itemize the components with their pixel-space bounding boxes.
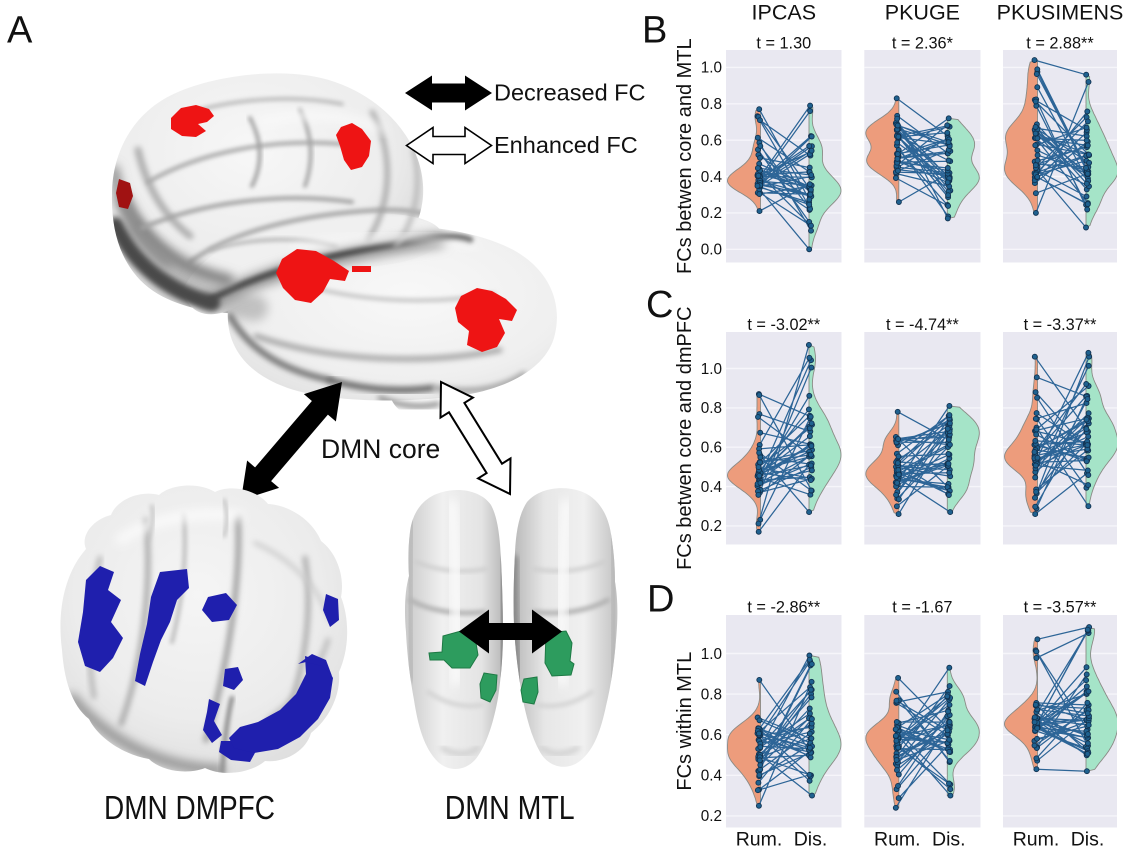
svg-text:t = 2.36*: t = 2.36* [892, 35, 954, 53]
svg-text:t = -3.57**: t = -3.57** [1024, 599, 1098, 617]
svg-text:Rum.: Rum. [736, 829, 783, 851]
svg-text:t = -3.02**: t = -3.02** [747, 316, 821, 334]
svg-text:C: C [646, 284, 673, 326]
svg-text:1.0: 1.0 [701, 361, 722, 378]
svg-text:PKUSIMENS: PKUSIMENS [997, 1, 1124, 25]
svg-text:D: D [647, 579, 674, 621]
svg-text:FCs within MTL: FCs within MTL [674, 652, 696, 791]
svg-text:0.6: 0.6 [701, 133, 722, 150]
svg-text:A: A [7, 10, 33, 52]
svg-text:0.6: 0.6 [701, 727, 722, 744]
svg-text:0.0: 0.0 [701, 242, 722, 259]
svg-text:Dis.: Dis. [794, 829, 828, 851]
svg-text:Rum.: Rum. [874, 829, 921, 851]
svg-text:0.4: 0.4 [701, 768, 723, 785]
svg-text:0.2: 0.2 [701, 518, 722, 535]
svg-text:Dis.: Dis. [932, 829, 966, 851]
svg-text:DMN DMPFC: DMN DMPFC [104, 789, 275, 826]
svg-text:DMN core: DMN core [321, 434, 440, 464]
svg-text:PKUGE: PKUGE [885, 1, 960, 25]
svg-text:0.8: 0.8 [701, 400, 722, 417]
svg-text:0.8: 0.8 [701, 686, 722, 703]
svg-text:t = -4.74**: t = -4.74** [886, 316, 960, 334]
svg-text:B: B [642, 10, 667, 52]
svg-text:IPCAS: IPCAS [752, 1, 817, 25]
svg-text:FCs betwen core and MTL: FCs betwen core and MTL [674, 38, 696, 274]
svg-text:0.2: 0.2 [701, 205, 722, 222]
svg-text:1.0: 1.0 [701, 646, 722, 663]
svg-text:t = 1.30: t = 1.30 [756, 35, 811, 53]
svg-text:Decreased FC: Decreased FC [494, 80, 646, 106]
svg-text:FCs betwen core and dmPFC: FCs betwen core and dmPFC [674, 306, 696, 569]
svg-text:t = -3.37**: t = -3.37** [1024, 316, 1098, 334]
svg-text:DMN MTL: DMN MTL [445, 789, 575, 826]
svg-text:Rum.: Rum. [1013, 829, 1060, 851]
svg-text:Enhanced FC: Enhanced FC [494, 132, 638, 158]
svg-text:Dis.: Dis. [1071, 829, 1105, 851]
svg-text:1.0: 1.0 [701, 60, 722, 77]
svg-text:0.8: 0.8 [701, 96, 722, 113]
svg-text:0.4: 0.4 [701, 169, 723, 186]
svg-text:0.4: 0.4 [701, 479, 723, 496]
svg-text:t = -2.86**: t = -2.86** [747, 599, 821, 617]
svg-text:0.6: 0.6 [701, 440, 722, 457]
svg-text:0.2: 0.2 [701, 808, 722, 825]
svg-text:t = -1.67: t = -1.67 [892, 599, 952, 617]
svg-text:t = 2.88**: t = 2.88** [1026, 35, 1094, 53]
